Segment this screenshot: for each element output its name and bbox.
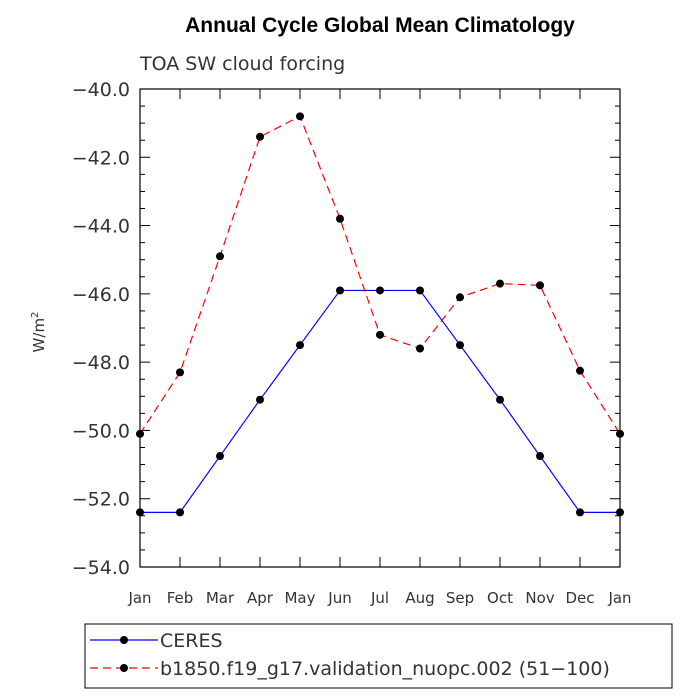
y-axis-label-superscript: 2 (30, 312, 41, 318)
series-point-1 (336, 214, 344, 223)
legend: CERES b1850.f19_g17.validation_nuopc.002 … (90, 630, 610, 680)
x-tick-label: Jan (127, 589, 151, 607)
series-point-1 (136, 429, 144, 438)
series-point-0 (336, 286, 344, 295)
y-tick-label: −46.0 (72, 284, 130, 306)
axis-ticks (139, 88, 621, 568)
series-point-1 (576, 366, 584, 375)
series-point-0 (496, 395, 504, 404)
series-point-0 (176, 508, 184, 517)
series-point-1 (496, 279, 504, 288)
series-point-0 (216, 452, 224, 461)
series-point-1 (616, 429, 624, 438)
svg-text:W/m2: W/m2 (30, 312, 48, 353)
plot-area (139, 88, 621, 568)
x-tick-label: Sep (446, 589, 474, 607)
series-point-0 (536, 452, 544, 461)
x-tick-label: Feb (167, 589, 194, 607)
series-line-0 (140, 289, 620, 513)
legend-marker-1 (120, 664, 128, 672)
series-point-0 (616, 508, 624, 517)
y-tick-label: −42.0 (72, 147, 130, 169)
series-point-0 (456, 341, 464, 350)
series-point-0 (256, 395, 264, 404)
x-tick-label: May (284, 589, 315, 607)
x-tick-label: Jun (327, 589, 351, 607)
y-tick-label: −52.0 (72, 489, 130, 511)
legend-marker-0 (120, 636, 128, 644)
x-tick-label: Jan (607, 589, 631, 607)
y-tick-label: −48.0 (72, 352, 130, 374)
chart-subtitle: TOA SW cloud forcing (139, 53, 345, 75)
series-point-0 (416, 286, 424, 295)
series-line-1 (139, 115, 621, 435)
y-tick-label: −40.0 (72, 79, 130, 101)
x-tick-labels: Jan Feb Mar Apr May Jun Jul Aug Sep Oct Nov Dec Jan (127, 589, 631, 607)
y-axis-label: W/m2 (30, 312, 48, 353)
series-layer (136, 112, 624, 517)
x-tick-label: Jul (370, 589, 389, 607)
series-point-1 (256, 132, 264, 141)
y-tick-label: −44.0 (72, 216, 130, 238)
series-point-1 (176, 368, 184, 377)
x-tick-label: Oct (487, 589, 513, 607)
y-axis-label-text: W/m (30, 318, 48, 353)
series-point-1 (216, 252, 224, 261)
series-point-1 (456, 293, 464, 302)
x-tick-label: Dec (565, 589, 594, 607)
series-point-0 (376, 286, 384, 295)
x-tick-label: Aug (405, 589, 434, 607)
x-tick-label: Nov (525, 589, 554, 607)
y-tick-labels: −40.0 −42.0 −44.0 −46.0 −48.0 −50.0 −52.0 −54.0 (72, 79, 130, 579)
series-point-0 (576, 508, 584, 517)
x-tick-label: Mar (206, 589, 235, 607)
series-point-1 (536, 281, 544, 290)
legend-label-0: CERES (160, 630, 223, 652)
legend-box (84, 623, 673, 689)
series-point-1 (376, 330, 384, 339)
series-point-0 (136, 508, 144, 517)
y-tick-label: −54.0 (72, 557, 130, 579)
x-tick-label: Apr (247, 589, 274, 607)
series-point-1 (416, 344, 424, 353)
series-point-0 (296, 341, 304, 350)
y-tick-label: −50.0 (72, 420, 130, 442)
chart-title: Annual Cycle Global Mean Climatology (185, 14, 575, 37)
series-point-1 (296, 112, 304, 121)
legend-label-1: b1850.f19_g17.validation_nuopc.002 (51−1… (160, 658, 610, 680)
